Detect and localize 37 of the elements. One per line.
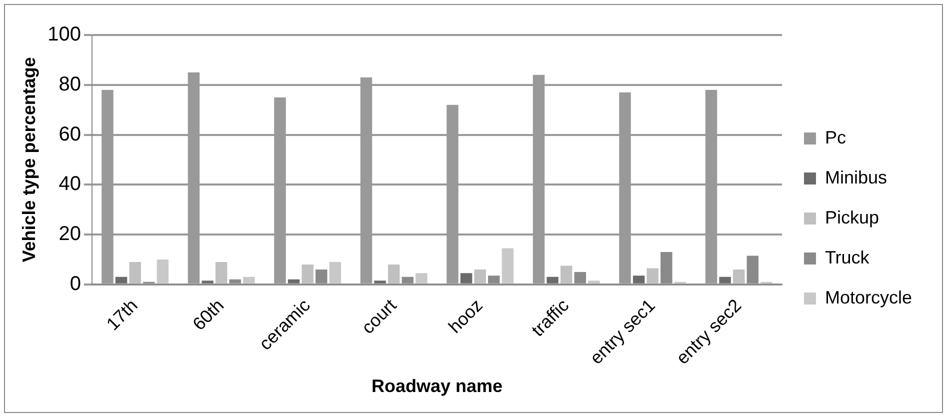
legend-label: Motorcycle — [824, 287, 912, 308]
bar — [156, 259, 169, 284]
legend-label: Truck — [824, 247, 870, 268]
y-tick-label: 100 — [48, 24, 81, 46]
bar — [546, 276, 558, 284]
bar — [329, 262, 342, 284]
y-tick-label: 0 — [70, 272, 81, 295]
x-axis-title: Roadway name — [371, 376, 502, 396]
bar — [632, 276, 645, 284]
bar — [374, 280, 386, 284]
bar — [129, 262, 141, 284]
bar — [416, 273, 428, 284]
x-tick-label: 17th — [102, 295, 142, 334]
legend-label: Minibus — [824, 167, 888, 188]
legend-label: Pc — [824, 127, 846, 148]
bar — [646, 268, 658, 284]
bar — [719, 276, 731, 284]
bar — [502, 248, 514, 284]
bar — [202, 280, 214, 284]
y-tick-label: 80 — [58, 73, 81, 96]
y-axis-title: Vehicle type percentage — [18, 57, 39, 262]
bar — [588, 280, 600, 284]
x-tick-label: 60th — [188, 295, 228, 334]
bar — [243, 276, 255, 284]
y-tick-label: 60 — [58, 123, 81, 146]
bar — [388, 264, 400, 284]
bar — [474, 269, 486, 284]
bar — [115, 276, 128, 284]
bar — [560, 266, 572, 284]
bar — [732, 269, 745, 284]
y-tick-label: 40 — [58, 173, 81, 196]
bar — [288, 279, 300, 284]
bar — [460, 273, 472, 284]
bar — [302, 264, 314, 284]
y-tick-label: 20 — [58, 223, 81, 246]
bar — [215, 262, 228, 284]
legend-label: Pickup — [824, 207, 880, 228]
